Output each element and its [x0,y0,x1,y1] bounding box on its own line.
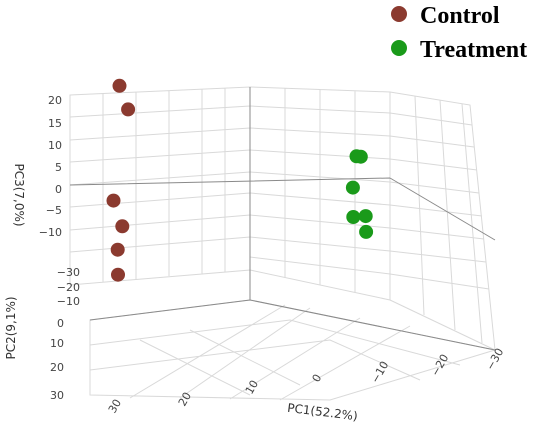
point-control-3 [106,193,121,208]
tick-label: 10 [50,337,64,350]
tick-label: −10 [369,359,392,386]
point-control-4 [115,219,130,234]
right-wall-grid [249,86,391,301]
x-axis-title: PC1(52.2%) [287,401,359,424]
legend-label-control: Control [420,3,500,29]
tick-label: 30 [50,389,64,402]
z-axis-ticks: 20 15 10 0 −5 −10 5 [39,94,62,239]
tick-label: 10 [243,378,261,397]
point-control-5 [110,242,125,257]
point-treatment-4 [346,210,361,224]
tick-label: −10 [39,226,62,239]
grid-lines [69,86,496,401]
tick-label: 20 [48,94,62,107]
legend: Control Treatment [391,3,527,63]
y-axis-ticks: −30 −20−10 0 10 20 30 [50,266,80,402]
tick-label: 20 [50,361,64,374]
tick-label: −20 [57,281,80,294]
tick-label: 5 [55,161,62,174]
tick-label: 0 [57,317,64,330]
y-axis-title: PC2(9,1%) [4,296,18,359]
tick-label: −30 [484,346,507,373]
side-wall-grid [389,91,496,351]
tick-label: −5 [46,204,62,217]
tick-label: 15 [48,117,62,130]
tick-label: −30 [57,266,80,279]
tick-label: 20 [176,390,194,409]
data-points [106,78,374,282]
tick-label: −20 [429,352,452,379]
tick-label: 30 [106,397,124,416]
point-treatment-6 [359,224,374,239]
point-control-2 [121,102,136,117]
point-control-1 [112,78,127,93]
tick-label: 0 [55,183,62,196]
z-axis-title: PC3(7,0%) [12,163,26,226]
floor-grid [89,299,496,401]
tick-label: 0 [310,372,325,385]
axis-frame [69,87,496,351]
tick-label: 10 [48,139,62,152]
legend-marker-treatment [391,40,407,56]
point-treatment-2 [353,149,368,164]
back-wall-grid [69,86,251,286]
point-control-6 [111,267,125,282]
point-treatment-3 [345,180,360,195]
legend-label-treatment: Treatment [420,37,527,63]
point-treatment-5 [358,209,373,224]
legend-marker-control [391,6,407,22]
tick-label: −10 [57,295,80,308]
